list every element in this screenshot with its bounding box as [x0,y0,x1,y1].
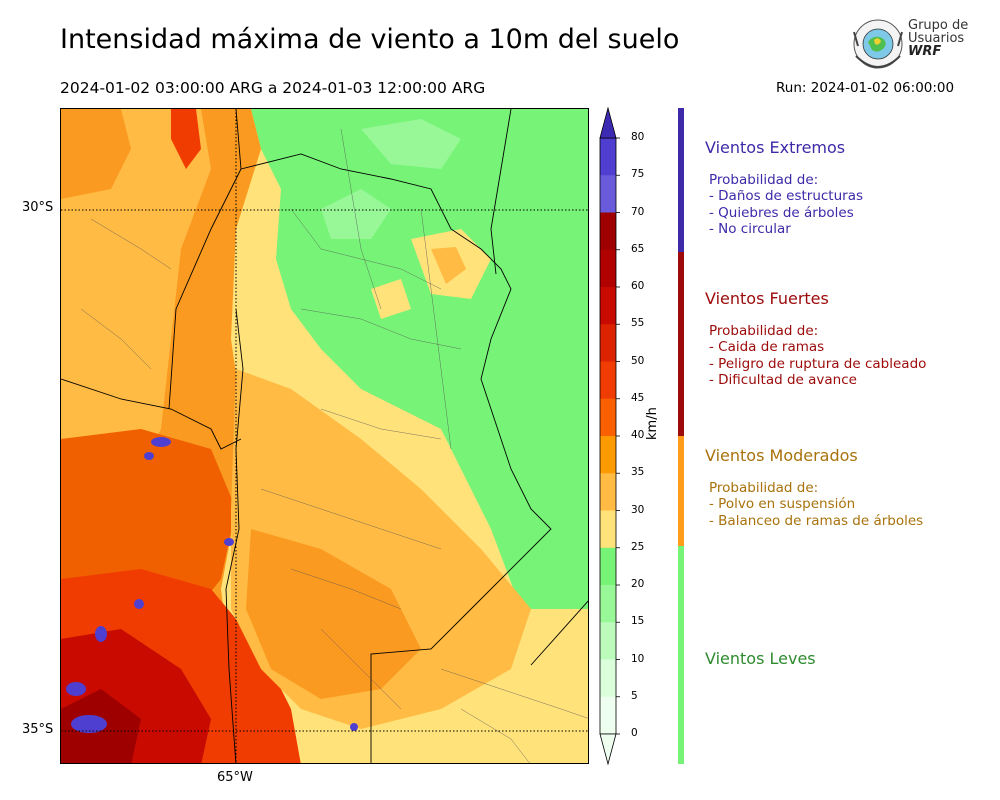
colorbar-tick-label: 0 [631,727,638,739]
lon-label-65w: 65°W [217,770,253,785]
colorbar-segment [600,473,616,511]
category-desc-extremos: Probabilidad de: - Daños de estructuras … [709,172,863,237]
prob-item: - Peligro de ruptura de cableado [709,355,927,372]
wrf-logo [853,19,903,69]
prob-item: - Caida de ramas [709,339,825,356]
colorbar-unit: km/h [645,407,660,440]
colorbar-segment [600,287,616,325]
colorbar-tick-label: 25 [631,540,645,553]
category-bar-leves [678,546,684,764]
colorbar-tick-label: 10 [631,652,645,665]
prob-item: - Polvo en suspensión [709,496,856,513]
colorbar-tick-label: 55 [631,317,645,330]
colorbar [599,106,620,766]
colorbar-segment [600,398,616,437]
figure-title: Intensidad máxima de viento a 10m del su… [60,24,680,55]
colorbar-tick-label: 30 [631,503,645,516]
colorbar-tick-label: 70 [631,205,645,218]
colorbar-tick-label: 15 [631,615,645,628]
colorbar-segment [600,547,616,586]
colorbar-tick-label: 35 [631,466,645,479]
prob-item: - Balanceo de ramas de árboles [709,512,924,529]
lat-label-30s: 30°S [22,200,54,215]
wind-map-canvas [61,109,588,763]
colorbar-segment [600,585,616,623]
colorbar-segment [600,212,616,251]
logo-line-2: Usuarios [908,31,965,46]
prob-title: Probabilidad de: [709,480,819,496]
run-time: Run: 2024-01-02 06:00:00 [776,80,955,96]
colorbar-segment [600,510,616,549]
colorbar-segment [600,361,616,400]
colorbar-segment [600,324,616,362]
lat-label-35s: 35°S [22,722,54,737]
colorbar-top-extend [599,106,617,139]
category-title-extremos: Vientos Extremos [705,138,846,157]
category-title-leves: Vientos Leves [705,649,816,668]
category-desc-moderados: Probabilidad de: - Polvo en suspensión -… [709,480,923,529]
prob-item: - No circular [709,220,791,237]
prob-item: - Dificultad de avance [709,371,857,388]
colorbar-segment [600,138,616,176]
category-bar-moderados [678,436,684,546]
colorbar-tick-label: 40 [631,429,645,441]
colorbar-segment [600,622,616,660]
prob-item: - Quiebres de árboles [709,204,854,221]
category-title-fuertes: Vientos Fuertes [705,289,829,308]
colorbar-bottom-extend [599,733,617,766]
colorbar-segment [600,696,616,735]
colorbar-tick-label: 80 [631,131,645,143]
category-bar-fuertes [678,252,684,436]
colorbar-segment [600,659,616,698]
colorbar-segment [600,175,616,213]
logo-line-3: WRF [908,44,942,59]
wind-map [60,108,589,764]
colorbar-tick-label: 60 [631,280,645,292]
logo-text: Grupo de Usuarios WRF [908,19,968,58]
prob-item: - Daños de estructuras [709,188,864,205]
prob-title: Probabilidad de: [709,172,819,188]
colorbar-tick-label: 50 [631,354,645,367]
colorbar-tick-label: 20 [631,578,645,590]
colorbar-tick-label: 75 [631,168,645,181]
category-desc-fuertes: Probabilidad de: - Caida de ramas - Peli… [709,323,926,388]
colorbar-tick-label: 65 [631,242,645,255]
colorbar-tick-label: 45 [631,391,645,404]
logo-line-1: Grupo de [908,18,969,33]
forecast-period: 2024-01-02 03:00:00 ARG a 2024-01-03 12:… [60,79,486,97]
prob-title: Probabilidad de: [709,323,819,339]
category-bar-extremos [678,108,684,252]
colorbar-tick-label: 5 [631,689,638,702]
colorbar-segment [600,436,616,474]
category-title-moderados: Vientos Moderados [705,446,858,465]
colorbar-segment [600,249,616,288]
